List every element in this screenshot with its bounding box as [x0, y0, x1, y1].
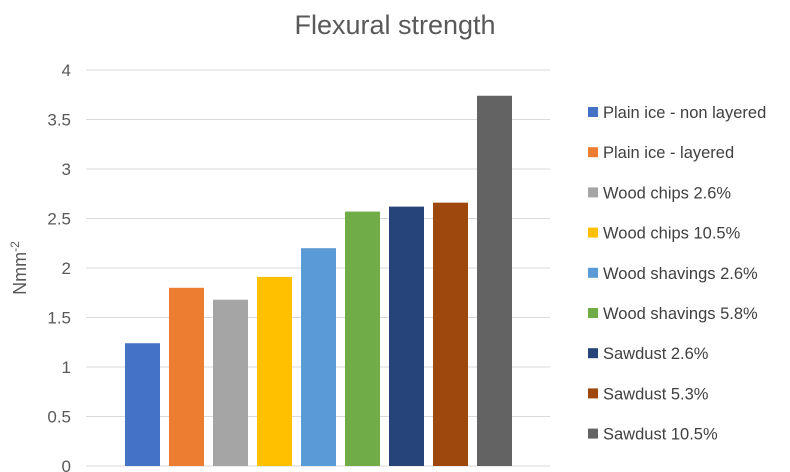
legend-entry: Wood chips 2.6% [603, 184, 731, 202]
bar [301, 248, 336, 466]
chart-title: Flexural strength [294, 10, 495, 40]
y-tick-label: 3 [62, 160, 71, 179]
bar [257, 276, 292, 466]
legend-entry: Wood shavings 2.6% [603, 265, 758, 283]
bar [169, 287, 204, 466]
bar [125, 343, 160, 466]
legend-swatch [588, 388, 598, 399]
y-axis-ticks: 0 0.5 1 1.5 2 2.5 3 3.5 4 [47, 61, 71, 472]
legend: Plain ice - non layered Plain ice - layer… [588, 104, 766, 444]
legend-entry: Sawdust 2.6% [603, 345, 709, 363]
legend-entry: Wood chips 10.5% [603, 225, 741, 243]
y-tick-label: 0 [62, 457, 71, 472]
y-tick-label: 3.5 [47, 111, 71, 130]
bar [389, 206, 424, 466]
y-tick-label: 1 [62, 358, 71, 377]
legend-swatch [588, 227, 598, 238]
legend-swatch [588, 348, 598, 359]
y-axis-label: Nmm-2 [8, 241, 30, 295]
legend-swatch [588, 187, 598, 198]
bars [125, 95, 512, 467]
legend-entry: Plain ice - layered [603, 144, 734, 162]
legend-swatch [588, 308, 598, 318]
bar [345, 211, 380, 466]
y-tick-label: 0.5 [47, 408, 71, 427]
legend-entry: Sawdust 5.3% [603, 385, 709, 403]
y-axis-label-superscript: -2 [8, 241, 22, 252]
bar [433, 202, 468, 466]
y-tick-label: 4 [62, 61, 71, 80]
legend-entry: Sawdust 10.5% [603, 426, 718, 444]
legend-swatch [588, 267, 598, 278]
legend-swatch [588, 147, 598, 158]
bar [213, 299, 248, 466]
y-tick-label: 1.5 [47, 309, 71, 328]
bar [477, 95, 512, 467]
legend-entry: Plain ice - non layered [603, 104, 766, 122]
y-tick-label: 2.5 [47, 210, 71, 229]
legend-swatch [588, 107, 598, 117]
y-tick-label: 2 [62, 259, 71, 278]
legend-swatch [588, 428, 598, 439]
y-axis-label-base: Nmm [10, 252, 30, 295]
legend-entry: Wood shavings 5.8% [603, 305, 758, 323]
